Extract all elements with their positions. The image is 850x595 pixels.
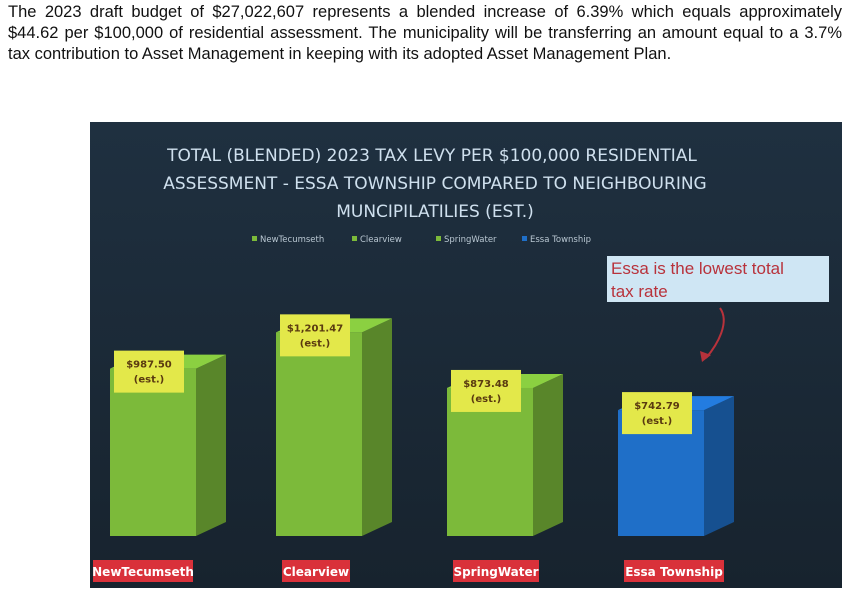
- legend-swatch: [522, 236, 527, 241]
- data-label-est: (est.): [300, 338, 330, 349]
- data-label-box: [280, 314, 350, 357]
- data-label: $1,201.47: [287, 323, 343, 334]
- annotation-arrow: [705, 307, 725, 359]
- bar-group: $987.50 (est.) NewTecumseth: [92, 350, 226, 582]
- category-label: NewTecumseth: [92, 565, 194, 579]
- chart-title: TOTAL (BLENDED) 2023 TAX LEVY PER $100,0…: [163, 146, 706, 222]
- category-label-box: [624, 560, 724, 582]
- category-label-box: [282, 560, 350, 582]
- legend-label: NewTecumseth: [260, 235, 324, 245]
- category-label: SpringWater: [453, 565, 538, 579]
- category-label-box: [453, 560, 539, 582]
- bar-chart: TOTAL (BLENDED) 2023 TAX LEVY PER $100,0…: [92, 146, 829, 582]
- intro-paragraph: The 2023 draft budget of $27,022,607 rep…: [8, 3, 842, 63]
- chart-title-line-3: MUNCIPILATILIES (EST.): [336, 202, 534, 222]
- chart-legend: NewTecumseth Clearview SpringWater Essa Tow…: [252, 235, 591, 245]
- bar: [276, 332, 362, 536]
- category-label: Clearview: [283, 565, 349, 579]
- bar-group: $742.79 (est.) Essa Township: [618, 392, 734, 582]
- annotation-line-1: Essa is the lowest total: [611, 259, 784, 278]
- bar-side: [533, 373, 563, 536]
- bar-group: $873.48 (est.) SpringWater: [447, 369, 563, 582]
- data-label-box: [451, 369, 521, 412]
- chart-title-line-2: ASSESSMENT - ESSA TOWNSHIP COMPARED TO N…: [163, 174, 706, 194]
- bar: [110, 368, 196, 536]
- data-label: $987.50: [126, 360, 172, 371]
- chart-bars: $987.50 (est.) NewTecumseth $1,201.47 (est.)…: [92, 314, 734, 582]
- annotation-box: [607, 256, 829, 302]
- bar-side: [704, 396, 734, 536]
- data-label-box: [622, 392, 692, 435]
- data-label-box: [114, 350, 184, 393]
- data-label-est: (est.): [471, 394, 501, 405]
- chart-panel: TOTAL (BLENDED) 2023 TAX LEVY PER $100,0…: [90, 122, 842, 588]
- legend-label: SpringWater: [444, 235, 497, 245]
- legend-label: Clearview: [360, 235, 402, 245]
- bar-side: [362, 318, 392, 536]
- category-label: Essa Township: [625, 565, 723, 579]
- chart-annotation: Essa is the lowest total tax rate: [607, 256, 829, 362]
- bar-group: $1,201.47 (est.) Clearview: [276, 314, 392, 582]
- legend-label: Essa Township: [530, 235, 591, 245]
- bar-side: [196, 354, 226, 536]
- legend-swatch: [436, 236, 441, 241]
- annotation-line-2: tax rate: [611, 282, 668, 301]
- data-label-est: (est.): [134, 375, 164, 386]
- data-label: $873.48: [463, 379, 509, 390]
- category-label-box: [93, 560, 193, 582]
- annotation-arrow-head: [700, 351, 711, 362]
- legend-swatch: [252, 236, 257, 241]
- data-label: $742.79: [634, 401, 680, 412]
- data-label-est: (est.): [642, 416, 672, 427]
- chart-title-line-1: TOTAL (BLENDED) 2023 TAX LEVY PER $100,0…: [166, 146, 697, 166]
- bar: [447, 387, 533, 536]
- legend-swatch: [352, 236, 357, 241]
